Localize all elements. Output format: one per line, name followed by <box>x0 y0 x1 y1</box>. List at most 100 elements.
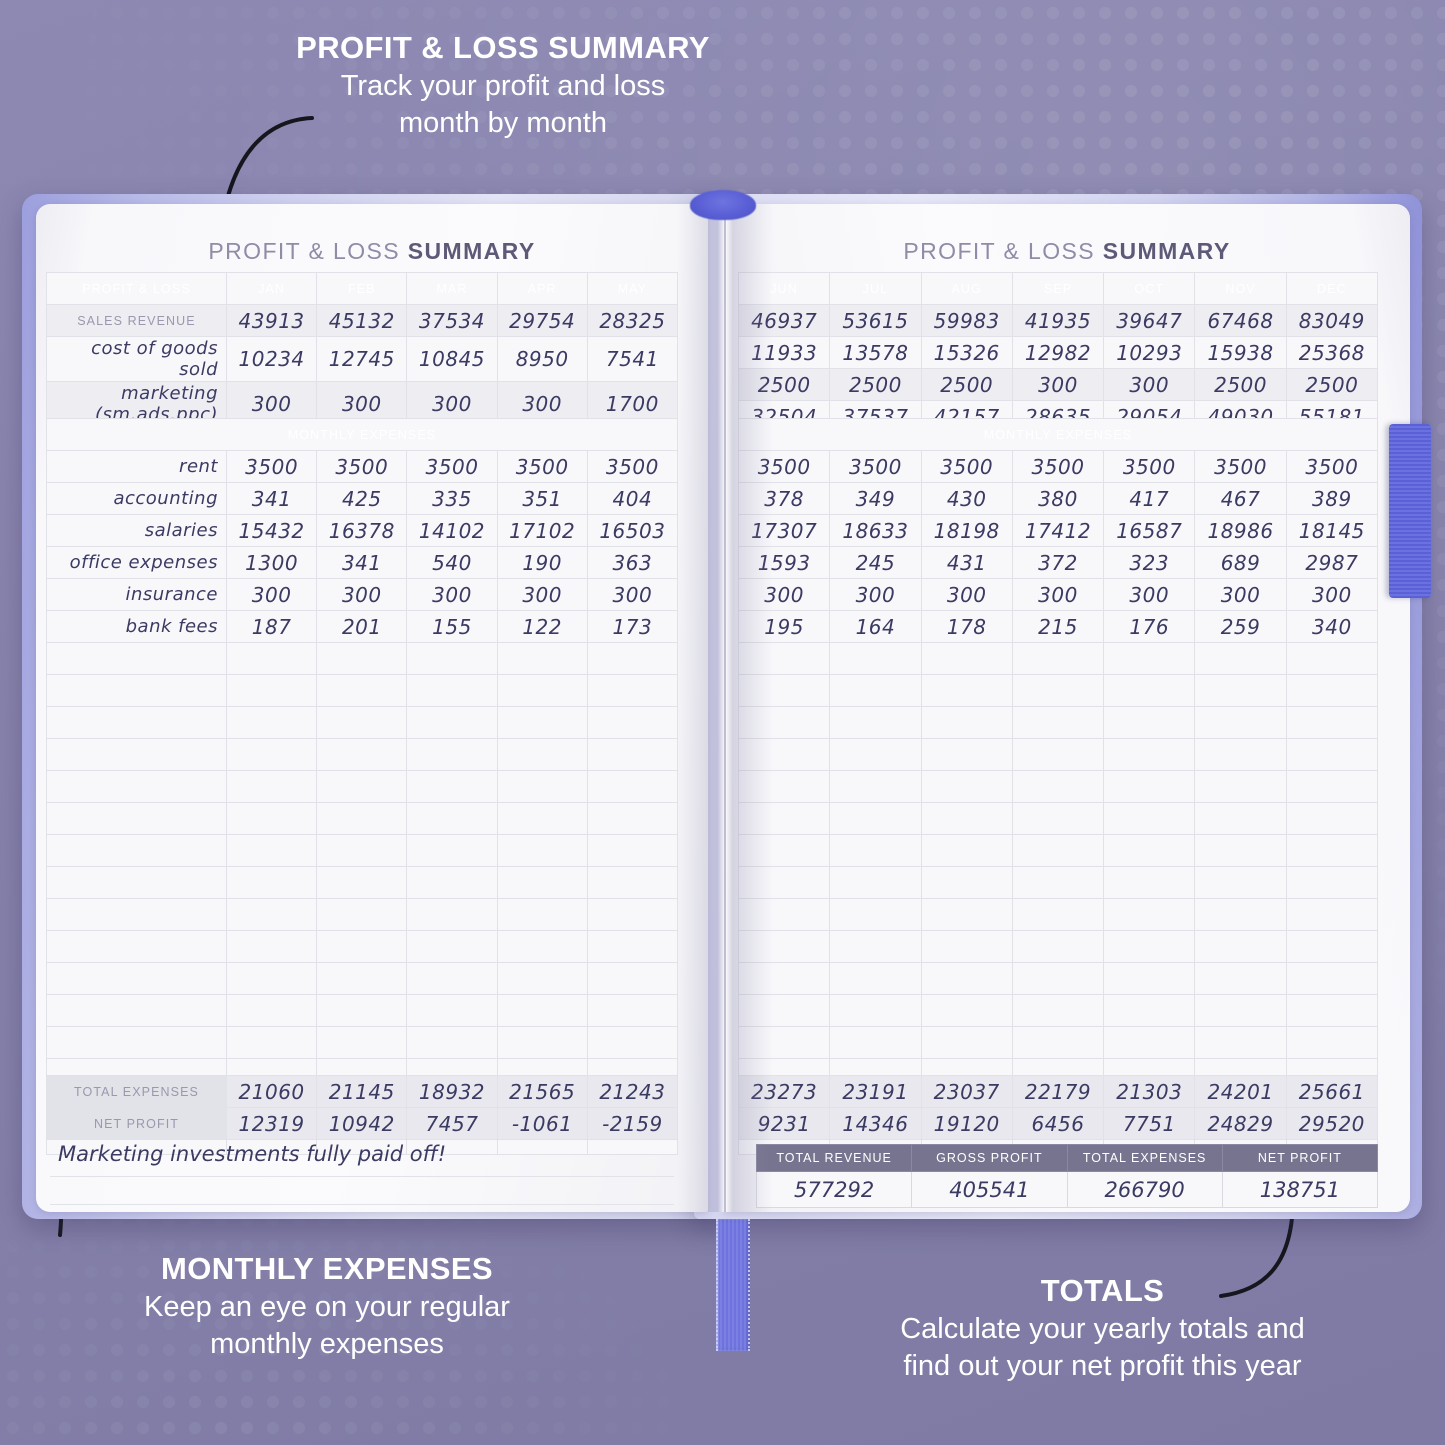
cell-value[interactable]: 9231 <box>737 1107 831 1140</box>
cell-value[interactable]: 323 <box>1103 546 1196 579</box>
cell-value[interactable]: 245 <box>829 546 922 579</box>
cell-empty[interactable] <box>46 834 227 867</box>
cell-empty[interactable] <box>316 898 408 931</box>
cell-value[interactable]: 3500 <box>586 450 679 483</box>
column-header-profit-loss[interactable]: PROFIT & LOSS <box>46 272 227 305</box>
cell-value[interactable]: 300 <box>496 578 588 611</box>
cell-empty[interactable] <box>829 866 922 899</box>
cell-empty[interactable] <box>829 802 922 835</box>
cell-empty[interactable] <box>737 706 831 739</box>
cell-empty[interactable] <box>1285 834 1379 867</box>
cell-empty[interactable] <box>225 642 318 675</box>
cell-value[interactable]: 300 <box>316 578 408 611</box>
column-header-mar[interactable]: MAR <box>406 272 498 305</box>
cell-empty[interactable] <box>46 738 227 771</box>
cell-value[interactable]: 21565 <box>496 1075 588 1108</box>
cell-empty[interactable] <box>406 1026 498 1059</box>
cell-empty[interactable] <box>586 1026 679 1059</box>
cell-empty[interactable] <box>829 770 922 803</box>
cell-value[interactable]: 215 <box>1011 610 1105 643</box>
cell-empty[interactable] <box>46 706 227 739</box>
cell-empty[interactable] <box>496 898 588 931</box>
column-header-nov[interactable]: NOV <box>1194 272 1287 305</box>
cell-empty[interactable] <box>586 706 679 739</box>
cell-value[interactable]: 21243 <box>586 1075 679 1108</box>
cell-empty[interactable] <box>496 994 588 1027</box>
cell-empty[interactable] <box>1194 834 1287 867</box>
column-header-jun[interactable]: JUN <box>737 272 831 305</box>
cell-value[interactable]: 16503 <box>586 514 679 547</box>
cell-value[interactable]: 23191 <box>829 1075 922 1108</box>
cell-empty[interactable] <box>1011 962 1105 995</box>
column-header-sep[interactable]: SEP <box>1011 272 1105 305</box>
cell-empty[interactable] <box>225 802 318 835</box>
cell-empty[interactable] <box>496 866 588 899</box>
cell-value[interactable]: 3500 <box>920 450 1013 483</box>
cell-empty[interactable] <box>829 930 922 963</box>
cell-empty[interactable] <box>225 930 318 963</box>
column-header-dec[interactable]: DEC <box>1285 272 1379 305</box>
cell-value[interactable]: 335 <box>406 482 498 515</box>
cell-value[interactable]: 378 <box>737 482 831 515</box>
cell-value[interactable]: 12982 <box>1011 336 1105 369</box>
cell-value[interactable]: 3500 <box>225 450 318 483</box>
cell-value[interactable]: 340 <box>1285 610 1379 643</box>
cell-empty[interactable] <box>46 1026 227 1059</box>
grand-totals-table[interactable]: TOTAL REVENUE GROSS PROFIT TOTAL EXPENSES N… <box>755 1144 1379 1208</box>
grand-total-value[interactable]: 266790 <box>1066 1171 1223 1208</box>
cell-value[interactable]: 300 <box>737 578 831 611</box>
row-label[interactable]: insurance <box>46 578 227 611</box>
cell-value[interactable]: 11933 <box>737 336 831 369</box>
cell-empty[interactable] <box>1285 706 1379 739</box>
cell-value[interactable]: 349 <box>829 482 922 515</box>
cell-empty[interactable] <box>496 834 588 867</box>
cell-value[interactable]: 46937 <box>737 304 831 337</box>
cell-empty[interactable] <box>829 642 922 675</box>
cell-value[interactable]: 2500 <box>1194 368 1287 401</box>
cell-empty[interactable] <box>1103 994 1196 1027</box>
column-header-feb[interactable]: FEB <box>316 272 408 305</box>
cell-value[interactable]: 389 <box>1285 482 1379 515</box>
expenses-band-label[interactable]: MONTHLY EXPENSES <box>46 418 678 451</box>
cell-empty[interactable] <box>920 962 1013 995</box>
profit-loss-table-right[interactable]: JUN JUL AUG SEP OCT NOV DEC 46937 53615 59983 4193… <box>737 272 1379 433</box>
cell-empty[interactable] <box>496 1026 588 1059</box>
grand-total-header-total-expenses[interactable]: TOTAL EXPENSES <box>1066 1144 1223 1172</box>
cell-empty[interactable] <box>225 770 318 803</box>
grand-total-header-gross-profit[interactable]: GROSS PROFIT <box>911 1144 1068 1172</box>
cell-empty[interactable] <box>1103 738 1196 771</box>
cell-empty[interactable] <box>1011 706 1105 739</box>
column-header-may[interactable]: MAY <box>586 272 679 305</box>
cell-empty[interactable] <box>920 834 1013 867</box>
cell-empty[interactable] <box>316 802 408 835</box>
column-header-aug[interactable]: AUG <box>920 272 1013 305</box>
cell-value[interactable]: 29520 <box>1285 1107 1379 1140</box>
cell-value[interactable]: 380 <box>1011 482 1105 515</box>
cell-value[interactable]: 21303 <box>1103 1075 1196 1108</box>
cell-value[interactable]: 178 <box>920 610 1013 643</box>
cell-empty[interactable] <box>406 674 498 707</box>
cell-value[interactable]: 2500 <box>737 368 831 401</box>
cell-value[interactable]: 540 <box>406 546 498 579</box>
cell-value[interactable]: 430 <box>920 482 1013 515</box>
cell-empty[interactable] <box>46 674 227 707</box>
cell-value[interactable]: 164 <box>829 610 922 643</box>
cell-value[interactable]: 2500 <box>920 368 1013 401</box>
cell-value[interactable]: 2500 <box>829 368 922 401</box>
cell-empty[interactable] <box>920 770 1013 803</box>
cell-value[interactable]: 24829 <box>1194 1107 1287 1140</box>
cell-value[interactable]: 3500 <box>496 450 588 483</box>
cell-value[interactable]: 16378 <box>316 514 408 547</box>
cell-empty[interactable] <box>1103 866 1196 899</box>
cell-empty[interactable] <box>737 866 831 899</box>
cell-value[interactable]: 363 <box>586 546 679 579</box>
cell-empty[interactable] <box>920 1026 1013 1059</box>
cell-value[interactable]: 83049 <box>1285 304 1379 337</box>
cell-empty[interactable] <box>1011 898 1105 931</box>
cell-empty[interactable] <box>1285 866 1379 899</box>
cell-value[interactable]: 372 <box>1011 546 1105 579</box>
cell-value[interactable]: 689 <box>1194 546 1287 579</box>
cell-value[interactable]: 12319 <box>225 1107 318 1140</box>
cell-empty[interactable] <box>1011 930 1105 963</box>
cell-value[interactable]: 18932 <box>406 1075 498 1108</box>
